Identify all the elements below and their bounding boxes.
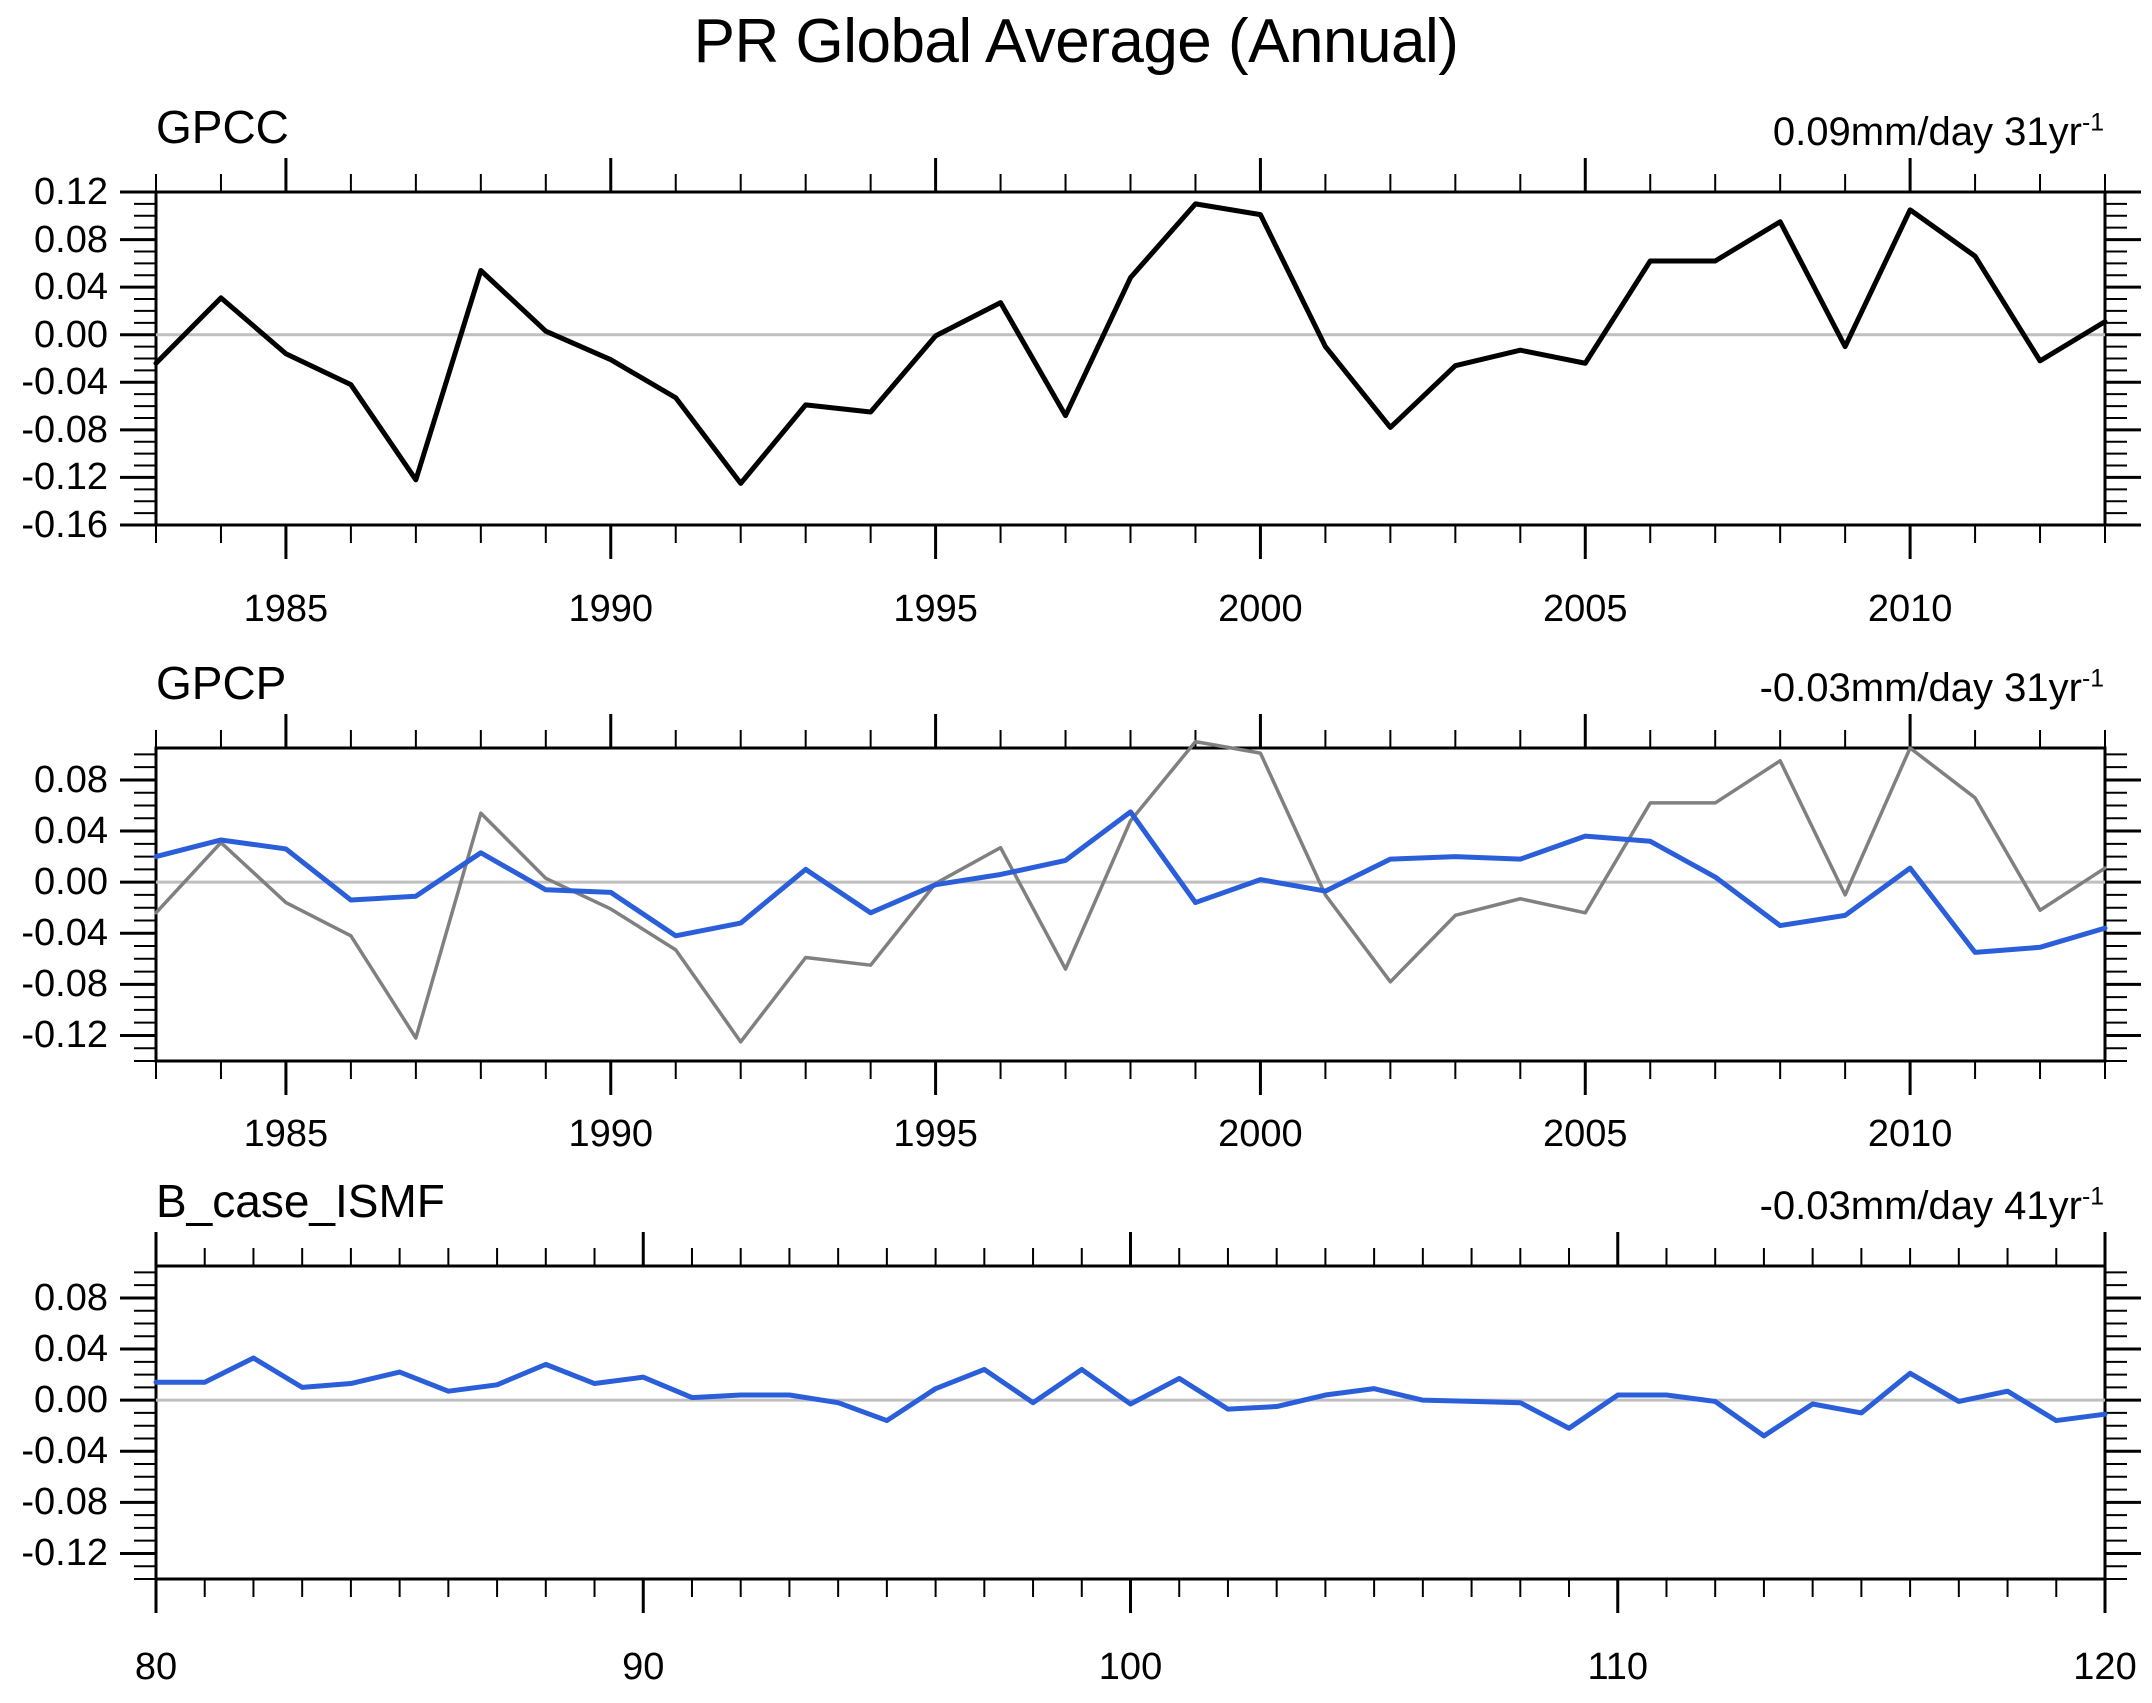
panel-trend-value-bcaseismf: -0.03mm/day 41yr — [1759, 1184, 2082, 1228]
panel-label-gpcc: GPCC — [156, 101, 289, 153]
panel-1-ytick-label: 0.04 — [34, 810, 108, 853]
panel-2-ytick-label: 0.04 — [34, 1328, 108, 1371]
panel-1-ytick-label: 0.08 — [34, 758, 108, 801]
panel-1-ytick-label: -0.04 — [21, 912, 108, 955]
panel-2-xtick-label: 80 — [134, 1646, 178, 1688]
panel-1-ytick-label: 0.00 — [34, 861, 108, 904]
panel-label-gpcp: GPCP — [156, 657, 287, 709]
panel-2-xtick-label: 120 — [2073, 1646, 2137, 1688]
panel-0-xtick-label: 1985 — [243, 588, 329, 630]
panel-0-ytick-label: -0.16 — [21, 504, 108, 546]
panel-1-plot — [120, 714, 2141, 1095]
panel-1-xtick-label: 2010 — [1867, 1113, 1953, 1155]
panel-trend-value-gpcc: 0.09mm/day 31yr — [1772, 110, 2082, 154]
panel-1-frame — [154, 746, 2107, 1063]
panel-0-ytick-label: -0.12 — [21, 456, 108, 499]
panel-1-xtick-label: 1990 — [568, 1113, 654, 1155]
panel-0-xtick-label: 2010 — [1867, 588, 1953, 630]
panel-2-xtick-label: 110 — [1587, 1646, 1649, 1688]
panel-2-xtick-label: 100 — [1098, 1646, 1163, 1688]
panel-trend-gpcp: -0.03mm/day 31yr-1 — [1759, 665, 2104, 710]
panel-0-xtick-label: 2000 — [1218, 588, 1303, 630]
panel-1-ytick-label: -0.12 — [21, 1014, 108, 1057]
panel-2-xtick-label: 90 — [622, 1646, 665, 1688]
panel-1-xtick-label: 1995 — [893, 1113, 978, 1155]
panel-trend-bcaseismf: -0.03mm/day 41yr-1 — [1759, 1183, 2104, 1228]
panel-trend-exponent-gpcc: -1 — [2081, 109, 2104, 137]
panel-0-frame — [154, 190, 2107, 527]
panel-0-xtick-label: 1995 — [893, 588, 978, 630]
panel-0-ytick-label: 0.12 — [34, 171, 108, 213]
panel-2-plot — [120, 1232, 2141, 1613]
panel-2-series-0 — [153, 1355, 2108, 1439]
panel-1-xtick-label: 1985 — [243, 1113, 329, 1155]
panel-trend-exponent-bcaseismf: -1 — [2081, 1183, 2104, 1211]
panel-0-series-0 — [153, 201, 2108, 486]
panel-2-ytick-label: 0.08 — [34, 1276, 108, 1319]
panel-0-ytick-label: -0.04 — [21, 361, 108, 404]
page-title: PR Global Average (Annual) — [693, 7, 1459, 76]
panel-label-bcaseismf: B_case_ISMF — [156, 1175, 445, 1227]
panel-1-ytick-label: -0.08 — [21, 963, 108, 1006]
panel-2-frame — [154, 1264, 2107, 1581]
panel-0-xtick-label: 2005 — [1542, 588, 1628, 630]
panel-2-ytick-label: -0.12 — [21, 1532, 108, 1575]
panel-1-series-1 — [153, 809, 2108, 955]
panel-1-series-0 — [154, 739, 2107, 1044]
panel-2-ytick-label: -0.08 — [21, 1481, 108, 1524]
panel-0-ytick-label: -0.08 — [21, 408, 108, 451]
panel-0-plot — [120, 158, 2141, 559]
panel-0-ytick-label: 0.08 — [34, 218, 108, 261]
panel-0-ytick-label: 0.04 — [34, 266, 108, 309]
panel-1-xtick-label: 2005 — [1542, 1113, 1628, 1155]
panel-1-xtick-label: 2000 — [1218, 1113, 1303, 1155]
panel-2-ytick-label: 0.00 — [34, 1379, 108, 1422]
panel-trend-value-gpcp: -0.03mm/day 31yr — [1759, 666, 2082, 710]
panel-trend-exponent-gpcp: -1 — [2081, 665, 2104, 693]
panel-trend-gpcc: 0.09mm/day 31yr-1 — [1772, 109, 2104, 154]
panel-0-ytick-label: 0.00 — [34, 313, 108, 356]
panel-2-ytick-label: -0.04 — [21, 1430, 108, 1473]
panel-0-xtick-label: 1990 — [568, 588, 654, 630]
